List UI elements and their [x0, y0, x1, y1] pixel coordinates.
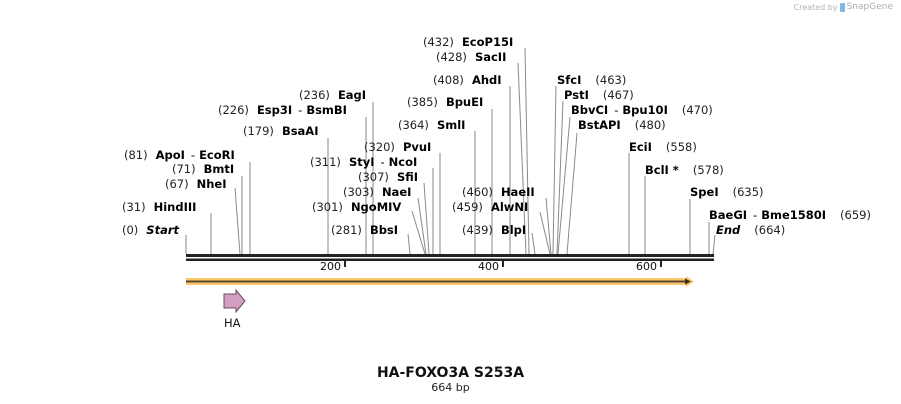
site-bbvci-bpu10i[interactable]: BbvCI - Bpu10I (470)	[571, 103, 713, 117]
sequence-length: 664 bp	[431, 381, 470, 394]
orf-arrowhead-icon	[685, 278, 691, 285]
site-bpuei[interactable]: (385) BpuEI	[407, 95, 484, 109]
site-psti[interactable]: PstI (467)	[564, 88, 634, 102]
site-ecop15i[interactable]: (432) EcoP15I	[423, 35, 514, 49]
site-bmti[interactable]: (71) BmtI	[172, 162, 235, 176]
site-eagi[interactable]: (236) EagI	[299, 88, 367, 102]
site-bstapi[interactable]: BstAPI (480)	[578, 118, 666, 132]
site-start[interactable]: (0) Start	[122, 223, 180, 237]
sequence-title: HA-FOXO3A S253A	[376, 365, 525, 381]
ruler-label-200: 200	[320, 260, 341, 273]
site-baegi-bme1580i[interactable]: BaeGI - Bme1580I (659)	[709, 208, 871, 222]
ruler-tick-200	[344, 261, 346, 267]
site-ecii[interactable]: EciI (558)	[629, 140, 697, 154]
site-bbsi[interactable]: (281) BbsI	[331, 223, 399, 237]
site-esp3i-bsmbi[interactable]: (226) Esp3I - BsmBI	[218, 103, 347, 117]
ha-feature-arrow-icon[interactable]	[223, 288, 246, 314]
site-ahdi[interactable]: (408) AhdI	[433, 73, 502, 87]
backbone-bottom-strand	[186, 258, 714, 261]
ruler-label-600: 600	[636, 260, 657, 273]
snapgene-watermark: Created by SnapGene	[794, 2, 893, 12]
site-sfci[interactable]: SfcI (463)	[557, 73, 627, 87]
site-blpi[interactable]: (439) BlpI	[462, 223, 527, 237]
site-bsaai[interactable]: (179) BsaAI	[243, 124, 319, 138]
snapgene-logo-icon	[839, 2, 845, 12]
site-styi-ncoi[interactable]: (311) StyI - NcoI	[310, 155, 418, 169]
feature-label-ha[interactable]: HA	[224, 316, 241, 330]
watermark-brand: SnapGene	[846, 2, 893, 12]
site-bcli[interactable]: BclI * (578)	[645, 163, 724, 177]
site-naei[interactable]: (303) NaeI	[343, 185, 412, 199]
site-sfii[interactable]: (307) SfiI	[358, 170, 419, 184]
backbone-top-strand	[186, 254, 714, 257]
ruler-tick-600	[660, 261, 662, 267]
site-alwni[interactable]: (459) AlwNI	[452, 200, 529, 214]
site-end[interactable]: End (664)	[716, 223, 786, 237]
site-smli[interactable]: (364) SmlI	[398, 118, 466, 132]
site-pvui[interactable]: (320) PvuI	[364, 140, 432, 154]
site-ngomiv[interactable]: (301) NgoMIV	[312, 200, 402, 214]
site-apoi-ecori[interactable]: (81) ApoI - EcoRI	[124, 148, 235, 162]
site-hindiii[interactable]: (31) HindIII	[122, 200, 197, 214]
site-haeii[interactable]: (460) HaeII	[462, 185, 535, 199]
site-spei[interactable]: SpeI (635)	[690, 185, 764, 199]
site-lines	[185, 47, 716, 255]
ruler-label-400: 400	[478, 260, 499, 273]
site-nhei[interactable]: (67) NheI	[165, 177, 227, 191]
ruler-tick-400	[502, 261, 504, 267]
watermark-prefix: Created by	[793, 2, 838, 12]
site-sacii[interactable]: (428) SacII	[436, 50, 507, 64]
